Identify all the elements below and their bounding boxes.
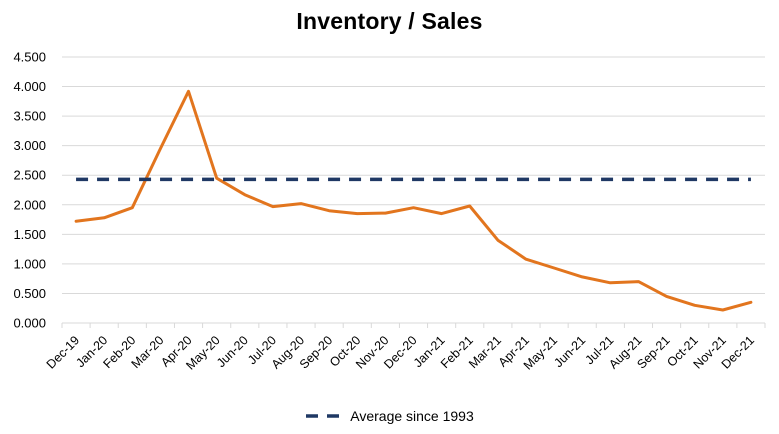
- x-axis-label: Mar-21: [466, 333, 504, 371]
- legend-label: Average since 1993: [350, 408, 474, 424]
- y-axis-label: 2.000: [13, 197, 46, 212]
- x-axis-label: Jun-20: [214, 333, 251, 370]
- y-axis-label: 0.500: [13, 286, 46, 301]
- y-axis-label: 4.000: [13, 79, 46, 94]
- y-axis-label: 3.500: [13, 109, 46, 124]
- x-axis-label: Mar-20: [129, 333, 167, 371]
- y-axis-label: 0.000: [13, 316, 46, 331]
- x-axis-label: Dec-19: [44, 333, 82, 371]
- chart-title: Inventory / Sales: [296, 8, 483, 34]
- y-axis-label: 3.000: [13, 138, 46, 153]
- x-axis-label: Jun-21: [551, 333, 588, 370]
- y-axis-label: 2.500: [13, 168, 46, 183]
- y-axis-label: 1.500: [13, 227, 46, 242]
- legend: Average since 1993: [0, 408, 779, 424]
- average-line-legend-icon: [306, 414, 341, 418]
- inventory-sales-line: [74, 89, 753, 312]
- y-axis-label: 4.500: [13, 50, 46, 65]
- y-axis-label: 1.000: [13, 256, 46, 271]
